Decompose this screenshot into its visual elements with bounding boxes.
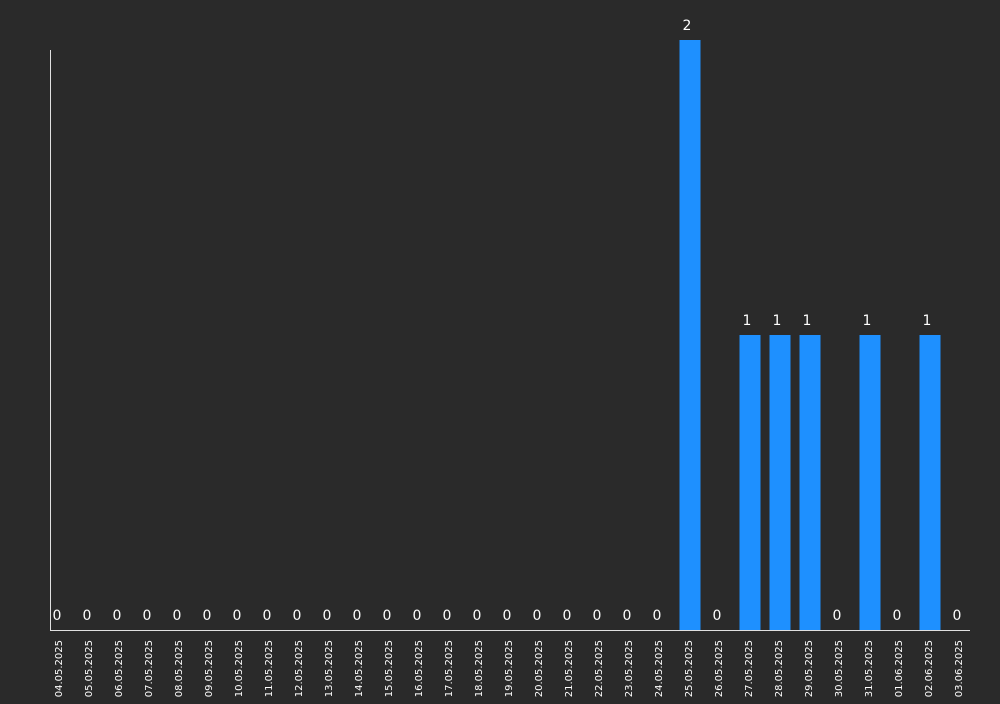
value-label: 1 bbox=[743, 313, 752, 329]
x-tick-label: 21.05.2025 bbox=[564, 640, 575, 697]
value-label: 0 bbox=[353, 608, 362, 624]
value-label: 0 bbox=[593, 608, 602, 624]
value-label: 0 bbox=[293, 608, 302, 624]
bar bbox=[769, 335, 791, 630]
x-tick-label: 25.05.2025 bbox=[684, 640, 695, 697]
x-tick-label: 12.05.2025 bbox=[294, 640, 305, 697]
value-label: 0 bbox=[173, 608, 182, 624]
x-tick-label: 04.05.2025 bbox=[54, 640, 65, 697]
x-tick-label: 07.05.2025 bbox=[144, 640, 155, 697]
bar bbox=[799, 335, 821, 630]
x-tick-label: 29.05.2025 bbox=[804, 640, 815, 697]
x-tick-label: 27.05.2025 bbox=[744, 640, 755, 697]
value-label: 1 bbox=[863, 313, 872, 329]
value-label: 0 bbox=[893, 608, 902, 624]
value-label: 0 bbox=[53, 608, 62, 624]
value-label: 0 bbox=[653, 608, 662, 624]
x-tick-label: 17.05.2025 bbox=[444, 640, 455, 697]
value-label: 0 bbox=[203, 608, 212, 624]
bar bbox=[859, 335, 881, 630]
value-label: 0 bbox=[383, 608, 392, 624]
x-tick-label: 26.05.2025 bbox=[714, 640, 725, 697]
x-tick-label: 09.05.2025 bbox=[204, 640, 215, 697]
x-tick-label: 15.05.2025 bbox=[384, 640, 395, 697]
value-label: 0 bbox=[503, 608, 512, 624]
bar bbox=[739, 335, 761, 630]
x-tick-label: 11.05.2025 bbox=[264, 640, 275, 697]
x-tick-label: 30.05.2025 bbox=[834, 640, 845, 697]
value-label: 0 bbox=[233, 608, 242, 624]
value-label: 0 bbox=[113, 608, 122, 624]
x-tick-label: 01.06.2025 bbox=[894, 640, 905, 697]
x-tick-label: 23.05.2025 bbox=[624, 640, 635, 697]
x-tick-label: 18.05.2025 bbox=[474, 640, 485, 697]
value-label: 0 bbox=[713, 608, 722, 624]
bar bbox=[679, 40, 701, 630]
value-label: 2 bbox=[683, 18, 692, 34]
x-tick-label: 05.05.2025 bbox=[84, 640, 95, 697]
x-tick-label: 24.05.2025 bbox=[654, 640, 665, 697]
value-label: 0 bbox=[413, 608, 422, 624]
value-label: 0 bbox=[563, 608, 572, 624]
x-tick-label: 13.05.2025 bbox=[324, 640, 335, 697]
value-label: 0 bbox=[443, 608, 452, 624]
value-label: 0 bbox=[623, 608, 632, 624]
value-label: 0 bbox=[953, 608, 962, 624]
x-tick-label: 06.05.2025 bbox=[114, 640, 125, 697]
x-tick-label: 03.06.2025 bbox=[954, 640, 965, 697]
x-tick-label: 20.05.2025 bbox=[534, 640, 545, 697]
x-tick-label: 10.05.2025 bbox=[234, 640, 245, 697]
value-label: 1 bbox=[773, 313, 782, 329]
value-label: 0 bbox=[473, 608, 482, 624]
x-tick-label: 02.06.2025 bbox=[924, 640, 935, 697]
value-label: 1 bbox=[803, 313, 812, 329]
x-tick-label: 14.05.2025 bbox=[354, 640, 365, 697]
value-label: 1 bbox=[923, 313, 932, 329]
value-label: 0 bbox=[533, 608, 542, 624]
bar bbox=[919, 335, 941, 630]
x-tick-label: 16.05.2025 bbox=[414, 640, 425, 697]
x-tick-label: 22.05.2025 bbox=[594, 640, 605, 697]
value-label: 0 bbox=[833, 608, 842, 624]
value-label: 0 bbox=[263, 608, 272, 624]
value-label: 0 bbox=[83, 608, 92, 624]
value-label: 0 bbox=[143, 608, 152, 624]
x-tick-label: 31.05.2025 bbox=[864, 640, 875, 697]
x-tick-label: 28.05.2025 bbox=[774, 640, 785, 697]
x-tick-label: 08.05.2025 bbox=[174, 640, 185, 697]
x-tick-label: 19.05.2025 bbox=[504, 640, 515, 697]
value-label: 0 bbox=[323, 608, 332, 624]
